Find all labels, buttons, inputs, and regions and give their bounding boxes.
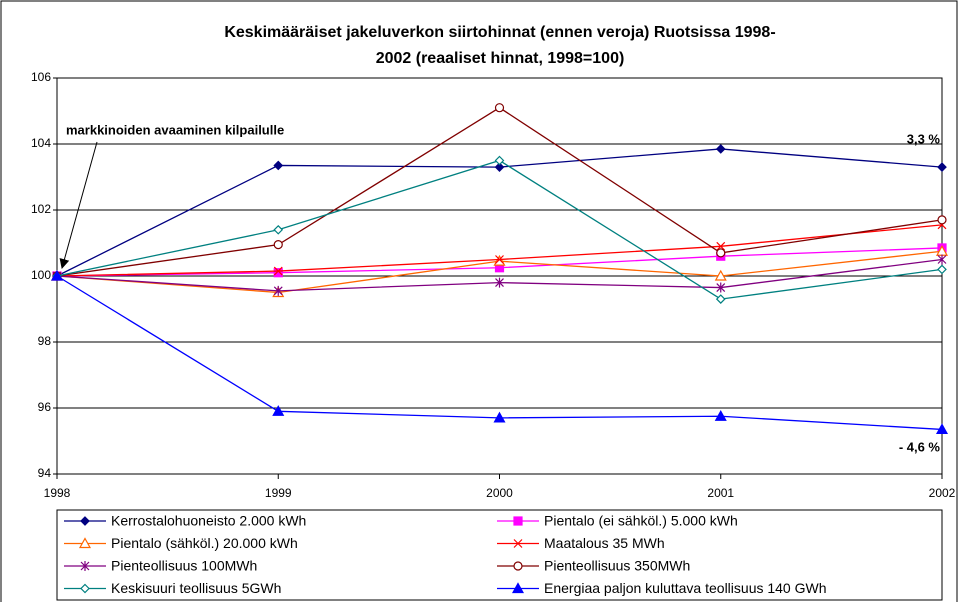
marker bbox=[273, 268, 283, 278]
legend-label: Kerrostalohuoneisto 2.000 kWh bbox=[111, 513, 306, 529]
legend-marker bbox=[80, 516, 90, 526]
series-line bbox=[56, 275, 943, 431]
marker bbox=[937, 264, 947, 275]
marker bbox=[715, 294, 726, 304]
y-tick-label: 94 bbox=[38, 466, 52, 480]
legend-marker bbox=[511, 582, 525, 594]
annotation-arrow bbox=[59, 141, 98, 269]
x-tick-label: 1999 bbox=[265, 486, 292, 500]
legend-marker bbox=[78, 537, 92, 549]
marker bbox=[937, 162, 947, 172]
annotation: markkinoiden avaaminen kilpailulle bbox=[66, 122, 284, 137]
legend-marker bbox=[513, 539, 523, 548]
marker bbox=[493, 254, 506, 266]
marker bbox=[937, 215, 947, 225]
marker bbox=[273, 160, 284, 171]
marker bbox=[495, 255, 504, 264]
marker bbox=[273, 240, 283, 250]
annotation: 3,3 % bbox=[907, 131, 941, 146]
marker bbox=[935, 423, 949, 435]
legend-label: Energiaa paljon kuluttava teollisuus 140… bbox=[544, 580, 827, 596]
marker bbox=[493, 411, 506, 423]
marker bbox=[716, 241, 726, 251]
y-tick-label: 106 bbox=[31, 70, 51, 84]
legend-box bbox=[56, 509, 943, 601]
marker bbox=[272, 405, 285, 416]
marker bbox=[495, 277, 504, 288]
marker bbox=[50, 269, 64, 281]
legend-label: Maatalous 35 MWh bbox=[544, 535, 665, 551]
x-tick-label: 2000 bbox=[486, 486, 513, 500]
y-tick-label: 96 bbox=[38, 400, 52, 414]
annotation: - 4,6 % bbox=[899, 439, 941, 454]
x-tick-label: 1998 bbox=[44, 486, 71, 500]
legend-marker bbox=[80, 583, 90, 594]
legend-label: Pienteollisuus 100MWh bbox=[111, 558, 257, 574]
legend-marker bbox=[513, 516, 523, 526]
y-tick-label: 100 bbox=[31, 268, 51, 282]
x-tick-label: 2002 bbox=[929, 486, 956, 500]
legend-marker bbox=[513, 561, 523, 571]
y-tick-label: 102 bbox=[31, 202, 51, 216]
x-tick-label: 2001 bbox=[707, 486, 734, 500]
marker bbox=[715, 144, 726, 154]
legend-marker bbox=[80, 561, 90, 571]
marker bbox=[716, 248, 726, 258]
legend-label: Keskisuuri teollisuus 5GWh bbox=[111, 580, 281, 596]
legend-label: Pientalo (ei sähköl.) 5.000 kWh bbox=[544, 513, 738, 529]
marker bbox=[273, 285, 283, 296]
marker bbox=[716, 282, 726, 293]
marker bbox=[273, 266, 283, 276]
legend-label: Pienteollisuus 350MWh bbox=[544, 558, 690, 574]
y-tick-label: 104 bbox=[31, 136, 51, 150]
marker bbox=[494, 162, 505, 172]
legend-label: Pientalo (sähköl.) 20.000 kWh bbox=[111, 535, 298, 551]
chart-title: 2002 (reaaliset hinnat, 1998=100) bbox=[376, 50, 625, 67]
marker bbox=[494, 103, 505, 113]
marker bbox=[494, 155, 505, 166]
marker bbox=[273, 224, 284, 235]
marker bbox=[714, 269, 727, 281]
marker bbox=[714, 410, 727, 421]
marker bbox=[937, 254, 947, 265]
y-tick-label: 98 bbox=[38, 334, 52, 348]
chart-title: Keskimääräiset jakeluverkon siirtohinnat… bbox=[224, 24, 775, 41]
